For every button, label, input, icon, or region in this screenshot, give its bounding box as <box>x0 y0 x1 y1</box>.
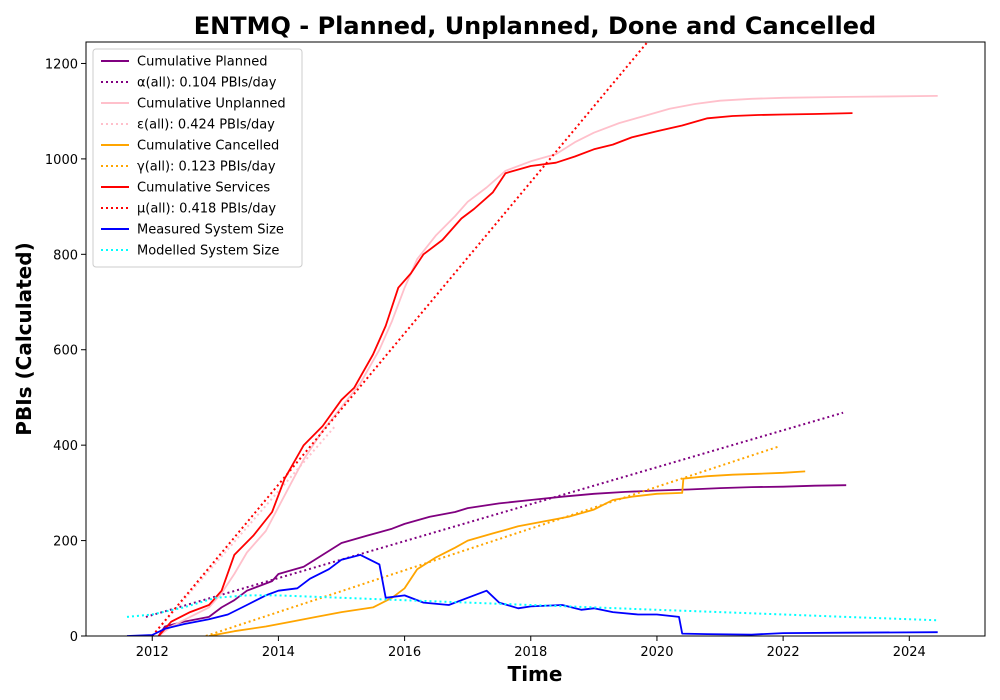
y-tick-label: 400 <box>53 439 78 454</box>
y-tick-label: 1200 <box>45 57 78 72</box>
x-tick-label: 2014 <box>262 645 295 660</box>
series-line-all-0-123-pbis-day <box>205 445 781 636</box>
legend-entry-label: μ(all): 0.418 PBIs/day <box>137 202 276 217</box>
series-line-cumulative-services <box>157 112 853 636</box>
chart-title: ENTMQ - Planned, Unplanned, Done and Can… <box>194 12 876 40</box>
legend-entry-label: Measured System Size <box>137 223 284 238</box>
legend: Cumulative Planned α(all): 0.104 PBIs/day… <box>92 48 303 268</box>
series-line-all-0-424-pbis-day <box>151 425 336 636</box>
y-tick-label: 600 <box>53 344 78 359</box>
series-line-cumulative-cancelled <box>208 470 806 636</box>
series-line-cumulative-planned <box>157 484 847 636</box>
y-tick-label: 0 <box>70 630 78 645</box>
x-tick-label: 2018 <box>514 645 547 660</box>
y-tick-label: 800 <box>53 248 78 263</box>
legend-entry-label: ε(all): 0.424 PBIs/day <box>137 118 275 133</box>
legend-entry-label: Modelled System Size <box>137 244 279 259</box>
series-line-all-0-418-pbis-day <box>151 42 649 636</box>
y-axis-ticks: 0 200 400 600 800 1000 1200 <box>45 57 86 645</box>
x-axis-ticks: 2012 2014 2016 2018 2020 2022 2024 <box>136 636 926 660</box>
series-line-modelled-system-size <box>126 594 938 622</box>
legend-entry-label: Cumulative Cancelled <box>137 139 279 154</box>
y-tick-label: 200 <box>53 535 78 550</box>
legend-box <box>92 48 303 268</box>
legend-entry-label: γ(all): 0.123 PBIs/day <box>137 160 276 175</box>
x-tick-label: 2016 <box>388 645 421 660</box>
series-layer <box>126 42 938 636</box>
x-axis-label: Time <box>508 662 563 686</box>
legend-entry-label: Cumulative Unplanned <box>137 97 286 112</box>
series-line-cumulative-unplanned <box>158 95 938 636</box>
series-line-all-0-104-pbis-day <box>145 411 844 618</box>
legend-entry-label: Cumulative Services <box>137 181 270 196</box>
y-tick-label: 1000 <box>45 153 78 168</box>
legend-entry-label: Cumulative Planned <box>137 55 267 70</box>
x-tick-label: 2020 <box>640 645 673 660</box>
x-tick-label: 2012 <box>136 645 169 660</box>
legend-entry-label: α(all): 0.104 PBIs/day <box>137 76 277 91</box>
series-line-measured-system-size <box>126 554 938 636</box>
y-axis-label: PBIs (Calculated) <box>12 242 36 435</box>
plot-border <box>85 41 986 637</box>
x-tick-label: 2024 <box>893 645 926 660</box>
x-tick-label: 2022 <box>767 645 800 660</box>
